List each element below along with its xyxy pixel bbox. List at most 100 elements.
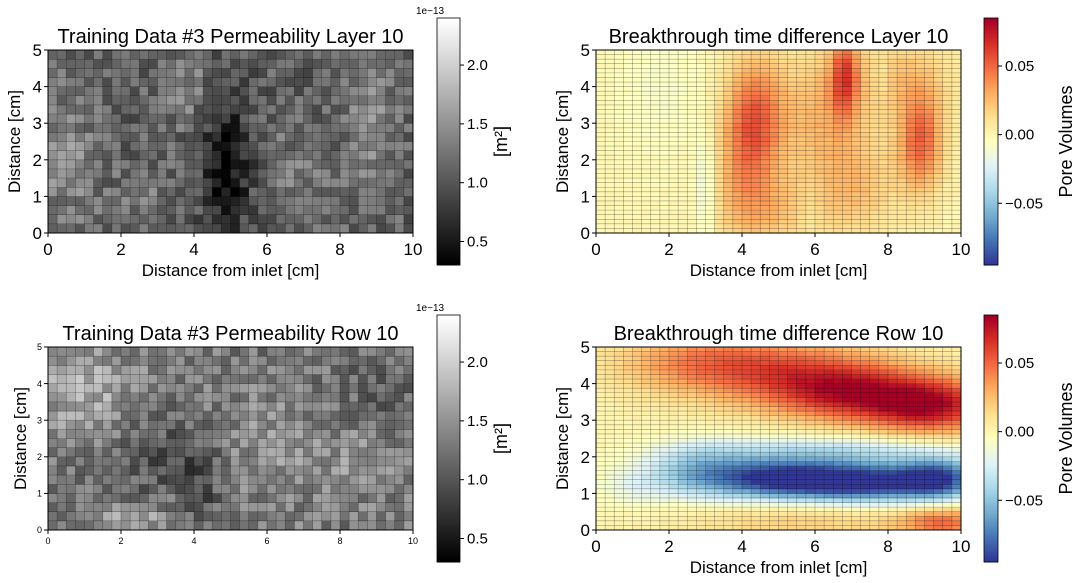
heatmap-cell xyxy=(687,392,697,398)
heatmap-cell xyxy=(714,50,725,55)
heatmap-cell xyxy=(148,77,158,87)
heatmap-cell xyxy=(614,520,624,526)
heatmap-cell xyxy=(678,50,688,55)
y-tick-label: 1 xyxy=(33,187,42,206)
colorbar-step xyxy=(984,230,998,233)
heatmap-cell xyxy=(723,123,734,129)
heatmap-cell xyxy=(312,511,323,522)
heatmap-cell xyxy=(860,141,871,147)
heatmap-cell xyxy=(751,214,761,220)
heatmap-cell xyxy=(349,196,359,206)
heatmap-cell xyxy=(358,95,368,106)
heatmap-cell xyxy=(175,502,186,512)
heatmap-cell xyxy=(139,438,149,448)
heatmap-cell xyxy=(157,429,167,439)
heatmap-cell xyxy=(787,86,798,92)
heatmap-cell xyxy=(130,365,140,375)
heatmap-cell xyxy=(888,104,898,110)
heatmap-cell xyxy=(650,168,661,174)
heatmap-cell xyxy=(824,72,834,78)
heatmap-cell xyxy=(888,200,898,206)
heatmap-cell xyxy=(623,191,633,197)
heatmap-cell xyxy=(669,493,679,499)
colorbar-step xyxy=(437,225,460,229)
heatmap-cell xyxy=(330,502,341,512)
heatmap-cell xyxy=(184,68,195,78)
heatmap-cell xyxy=(321,356,332,366)
heatmap-cell xyxy=(851,150,861,156)
chart-panel-1: Training Data #3 Permeability Layer 100 2… xyxy=(5,6,511,280)
heatmap-cell xyxy=(742,511,752,517)
heatmap-cell xyxy=(805,136,816,142)
heatmap-cell xyxy=(787,59,798,65)
heatmap-cell xyxy=(230,132,240,142)
heatmap-cell xyxy=(57,205,67,215)
colorbar-step xyxy=(437,36,460,40)
heatmap-cell xyxy=(787,411,798,416)
heatmap-cell xyxy=(75,114,85,124)
heatmap-cell xyxy=(924,401,934,407)
heatmap-cell xyxy=(760,420,770,426)
heatmap-cell xyxy=(93,493,104,503)
heatmap-cell xyxy=(878,456,889,462)
heatmap-cell xyxy=(340,150,350,161)
colorbar-step xyxy=(437,44,460,48)
heatmap-cell xyxy=(175,520,186,531)
heatmap-cell xyxy=(787,456,798,462)
heatmap-cell xyxy=(376,168,386,179)
heatmap-cell xyxy=(878,424,889,430)
heatmap-cell xyxy=(933,159,944,165)
heatmap-cell xyxy=(869,178,880,183)
heatmap-cell xyxy=(84,475,94,485)
heatmap-cell xyxy=(696,502,706,508)
heatmap-cell xyxy=(157,114,167,124)
heatmap-cell xyxy=(623,465,633,471)
heatmap-cell xyxy=(203,392,213,403)
heatmap-cell xyxy=(84,187,94,197)
heatmap-cell xyxy=(605,502,615,508)
heatmap-cell xyxy=(888,68,898,74)
heatmap-cell xyxy=(687,452,697,458)
heatmap-cell xyxy=(833,452,843,458)
heatmap-cell xyxy=(760,228,770,234)
heatmap-cell xyxy=(732,443,743,448)
heatmap-cell xyxy=(221,429,231,439)
heatmap-cell xyxy=(66,50,76,60)
heatmap-cell xyxy=(321,205,332,215)
heatmap-cell xyxy=(632,168,642,174)
heatmap-cell xyxy=(714,63,725,69)
heatmap-cell xyxy=(732,91,743,97)
heatmap-cell xyxy=(111,511,122,522)
colorbar-step xyxy=(437,256,460,260)
heatmap-cell xyxy=(303,347,313,357)
heatmap-cell xyxy=(75,159,85,170)
heatmap-cell xyxy=(897,438,907,444)
heatmap-cell xyxy=(175,475,186,485)
heatmap-cell xyxy=(294,401,304,412)
heatmap-cell xyxy=(349,374,359,384)
heatmap-cell xyxy=(623,118,633,124)
heatmap-cell xyxy=(623,150,633,156)
heatmap-cell xyxy=(805,214,816,220)
heatmap-cell xyxy=(732,214,743,220)
heatmap-cell xyxy=(294,77,304,87)
heatmap-cell xyxy=(815,187,825,193)
heatmap-cell xyxy=(84,205,94,215)
heatmap-cell xyxy=(367,401,377,412)
colorbar-step xyxy=(437,489,460,493)
heatmap-cell xyxy=(723,433,734,439)
heatmap-cell xyxy=(878,488,889,494)
heatmap-cell xyxy=(878,511,889,517)
heatmap-cell xyxy=(605,150,615,156)
heatmap-cell xyxy=(815,470,825,476)
heatmap-cell xyxy=(669,456,679,462)
heatmap-cell xyxy=(742,452,752,458)
heatmap-cell xyxy=(787,511,798,517)
heatmap-cell xyxy=(796,141,807,147)
heatmap-cells xyxy=(596,50,962,234)
heatmap-cell xyxy=(942,488,953,494)
heatmap-cell xyxy=(340,347,350,357)
heatmap-cell xyxy=(669,187,679,193)
heatmap-cell xyxy=(732,109,743,115)
heatmap-cell xyxy=(951,164,962,170)
